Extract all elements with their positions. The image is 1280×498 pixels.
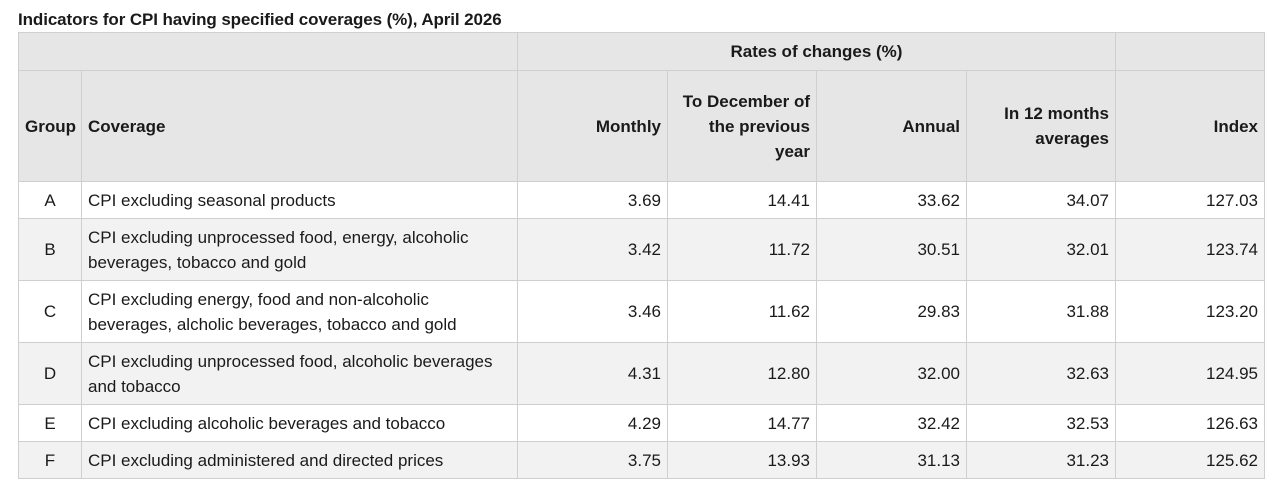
cell-group: F xyxy=(18,441,82,479)
cell-monthly: 3.46 xyxy=(517,280,668,343)
header-rates-of-changes: Rates of changes (%) xyxy=(517,32,1116,71)
cell-coverage: CPI excluding alcoholic beverages and to… xyxy=(81,404,518,442)
header-index: Index xyxy=(1115,70,1265,182)
cell-annual: 32.00 xyxy=(816,342,967,405)
cell-coverage: CPI excluding seasonal products xyxy=(81,181,518,219)
cell-annual: 29.83 xyxy=(816,280,967,343)
table-row: A CPI excluding seasonal products 3.69 1… xyxy=(18,181,1265,219)
header-row-group: Rates of changes (%) xyxy=(18,32,1265,71)
table-container: Indicators for CPI having specified cove… xyxy=(18,10,1265,479)
cell-monthly: 3.42 xyxy=(517,218,668,281)
header-coverage: Coverage xyxy=(81,70,518,182)
cell-monthly: 3.75 xyxy=(517,441,668,479)
cell-index: 125.62 xyxy=(1115,441,1265,479)
cell-index: 126.63 xyxy=(1115,404,1265,442)
header-annual: Annual xyxy=(816,70,967,182)
header-to-december: To December of the previous year xyxy=(667,70,817,182)
cell-to-december: 11.72 xyxy=(667,218,817,281)
table-row: E CPI excluding alcoholic beverages and … xyxy=(18,404,1265,442)
table-row: F CPI excluding administered and directe… xyxy=(18,441,1265,479)
cell-annual: 31.13 xyxy=(816,441,967,479)
header-monthly: Monthly xyxy=(517,70,668,182)
header-spacer-left xyxy=(18,32,518,71)
header-spacer-right xyxy=(1115,32,1265,71)
cell-to-december: 14.41 xyxy=(667,181,817,219)
cell-in-12-months: 31.23 xyxy=(966,441,1116,479)
cell-coverage: CPI excluding energy, food and non-alcoh… xyxy=(81,280,518,343)
cell-annual: 32.42 xyxy=(816,404,967,442)
cell-coverage: CPI excluding unprocessed food, alcoholi… xyxy=(81,342,518,405)
header-row-columns: Group Coverage Monthly To December of th… xyxy=(18,70,1265,182)
cell-index: 123.20 xyxy=(1115,280,1265,343)
cell-group: D xyxy=(18,342,82,405)
cell-in-12-months: 31.88 xyxy=(966,280,1116,343)
table-row: D CPI excluding unprocessed food, alcoho… xyxy=(18,342,1265,405)
cell-group: C xyxy=(18,280,82,343)
cell-group: A xyxy=(18,181,82,219)
cell-group: E xyxy=(18,404,82,442)
cell-to-december: 11.62 xyxy=(667,280,817,343)
cell-index: 127.03 xyxy=(1115,181,1265,219)
cell-annual: 33.62 xyxy=(816,181,967,219)
header-group: Group xyxy=(18,70,82,182)
cell-in-12-months: 32.53 xyxy=(966,404,1116,442)
cell-coverage: CPI excluding unprocessed food, energy, … xyxy=(81,218,518,281)
table-body: A CPI excluding seasonal products 3.69 1… xyxy=(18,181,1265,479)
cell-monthly: 4.29 xyxy=(517,404,668,442)
cell-in-12-months: 34.07 xyxy=(966,181,1116,219)
cpi-coverage-table: Rates of changes (%) Group Coverage Mont… xyxy=(18,32,1265,479)
table-title: Indicators for CPI having specified cove… xyxy=(18,10,502,29)
cell-to-december: 14.77 xyxy=(667,404,817,442)
cell-monthly: 4.31 xyxy=(517,342,668,405)
cell-index: 124.95 xyxy=(1115,342,1265,405)
cell-in-12-months: 32.01 xyxy=(966,218,1116,281)
cell-monthly: 3.69 xyxy=(517,181,668,219)
cell-to-december: 13.93 xyxy=(667,441,817,479)
cell-annual: 30.51 xyxy=(816,218,967,281)
table-header: Rates of changes (%) Group Coverage Mont… xyxy=(18,32,1265,182)
cell-index: 123.74 xyxy=(1115,218,1265,281)
table-row: C CPI excluding energy, food and non-alc… xyxy=(18,280,1265,343)
cell-in-12-months: 32.63 xyxy=(966,342,1116,405)
cell-group: B xyxy=(18,218,82,281)
cell-to-december: 12.80 xyxy=(667,342,817,405)
cell-coverage: CPI excluding administered and directed … xyxy=(81,441,518,479)
header-in-12-months: In 12 months averages xyxy=(966,70,1116,182)
table-row: B CPI excluding unprocessed food, energy… xyxy=(18,218,1265,281)
